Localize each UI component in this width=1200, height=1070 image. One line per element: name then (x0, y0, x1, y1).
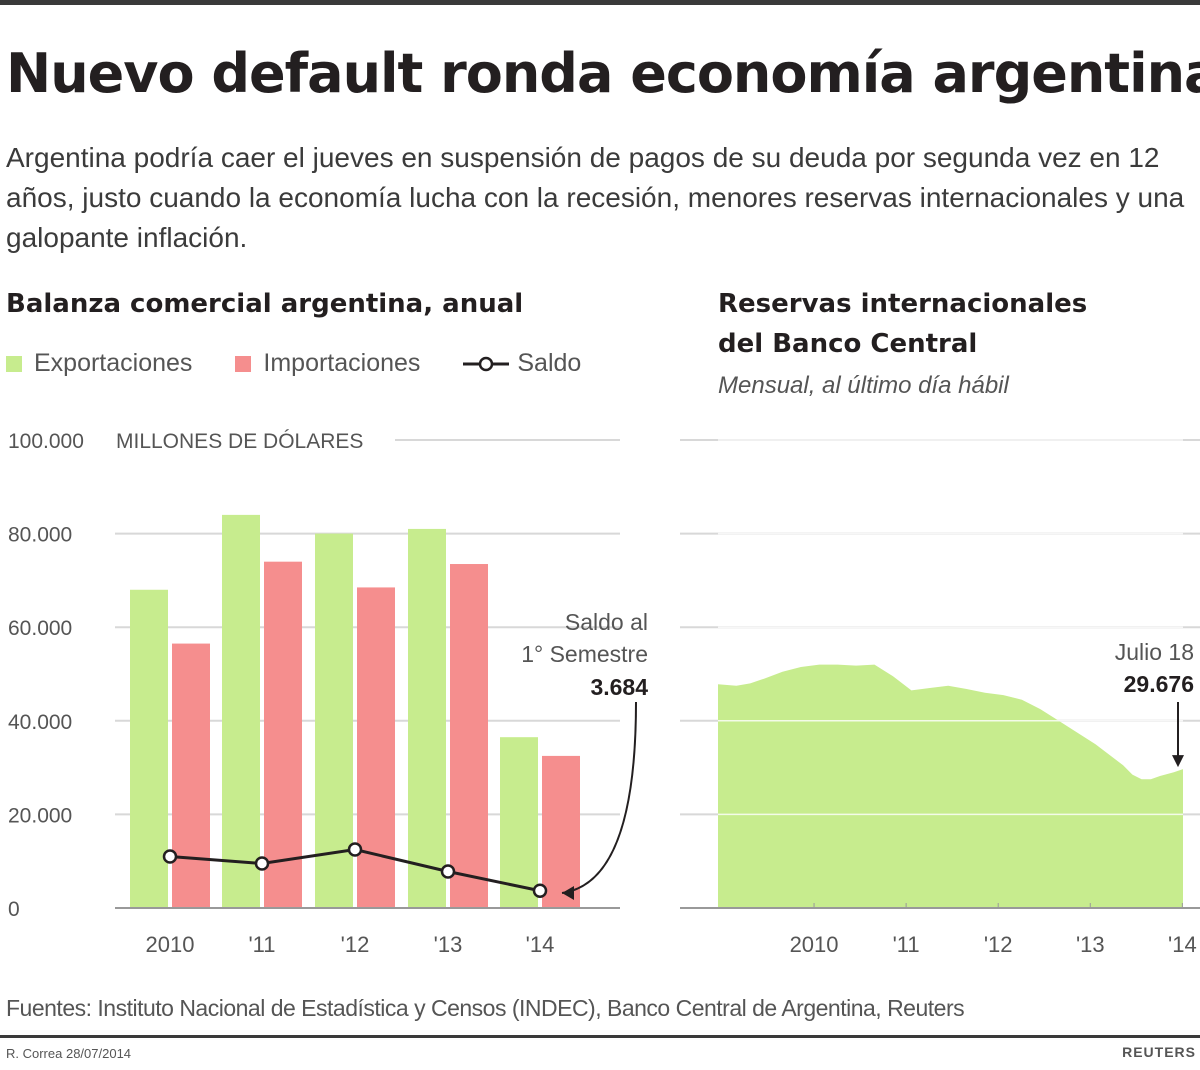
left-y-tick-label: 40.000 (8, 711, 72, 734)
left-x-tick-label: '13 (434, 932, 463, 957)
saldo-annotation-line1: Saldo al (565, 609, 648, 635)
saldo-annotation-connector (561, 701, 637, 894)
legend-saldo-line-icon (463, 357, 510, 372)
reserves-area (718, 664, 1183, 908)
saldo-point (532, 883, 548, 899)
left-y-tick-label: 60.000 (8, 617, 72, 640)
right-chart-note: Mensual, al último día hábil (718, 372, 1009, 399)
bar-importaciones (450, 564, 488, 908)
page-subtitle: Argentina podría caer el jueves en suspe… (6, 142, 1185, 253)
legend-exports: Exportaciones (6, 349, 192, 378)
bottom-rule (0, 1035, 1200, 1038)
legend-saldo: Saldo (463, 349, 581, 378)
reuters-logo: REUTERS (1122, 1044, 1196, 1060)
left-unit-label: MILLONES DE DÓLARES (116, 430, 363, 453)
legend-exports-swatch (6, 356, 22, 373)
legend-imports-label: Importaciones (263, 348, 421, 377)
reserves-annotation-label: Julio 18 (1115, 639, 1194, 665)
chart-legend: Exportaciones Importaciones Saldo (6, 348, 617, 378)
bar-importaciones (542, 755, 580, 908)
right-chart-title-line2: del Banco Central (718, 329, 978, 359)
saldo-point (440, 864, 456, 879)
page-title: Nuevo default ronda economía argentina (6, 42, 1200, 105)
bar-exportaciones (222, 514, 260, 908)
saldo-point (162, 849, 178, 864)
top-rule (0, 0, 1200, 5)
left-y-tick-label: 80.000 (8, 524, 72, 547)
bar-importaciones (357, 587, 395, 908)
reserves-annotation-arrowhead (1172, 755, 1184, 768)
left-x-tick-label: 2010 (146, 932, 195, 957)
bar-importaciones (264, 561, 302, 908)
left-x-tick-label: '11 (248, 932, 275, 957)
left-y-tick-label: 20.000 (8, 804, 72, 827)
saldo-annotation-value: 3.684 (590, 674, 648, 700)
left-y-tick-label: 100.000 (8, 430, 84, 453)
legend-imports: Importaciones (235, 349, 420, 378)
left-x-tick-label: '12 (341, 932, 370, 957)
saldo-point (254, 856, 270, 871)
right-x-tick-label: 2010 (790, 932, 839, 957)
right-x-tick-label: '13 (1076, 932, 1105, 957)
right-x-tick-label: '12 (984, 932, 1013, 957)
footer-credit: R. Correa 28/07/2014 (6, 1046, 132, 1061)
left-x-tick-label: '14 (526, 932, 555, 957)
right-x-tick-label: '14 (1168, 932, 1197, 957)
right-x-tick-label: '11 (893, 932, 920, 957)
bar-exportaciones (408, 528, 446, 908)
left-chart-title: Balanza comercial argentina, anual (6, 289, 524, 319)
right-chart-title-line1: Reservas internacionales (718, 289, 1088, 319)
saldo-annotation-arrowhead (562, 886, 574, 900)
legend-exports-label: Exportaciones (34, 348, 193, 377)
legend-saldo-label: Saldo (517, 348, 582, 377)
bar-exportaciones (130, 589, 168, 908)
bar-importaciones (172, 643, 210, 908)
footer-sources: Fuentes: Instituto Nacional de Estadísti… (6, 995, 965, 1021)
left-y-tick-label: 0 (8, 898, 20, 921)
saldo-annotation-line2: 1° Semestre (521, 641, 648, 667)
bar-exportaciones (315, 533, 353, 908)
bar-exportaciones (500, 737, 538, 908)
legend-imports-swatch (235, 356, 252, 373)
reserves-annotation-value: 29.676 (1124, 671, 1194, 697)
saldo-point (347, 842, 363, 857)
